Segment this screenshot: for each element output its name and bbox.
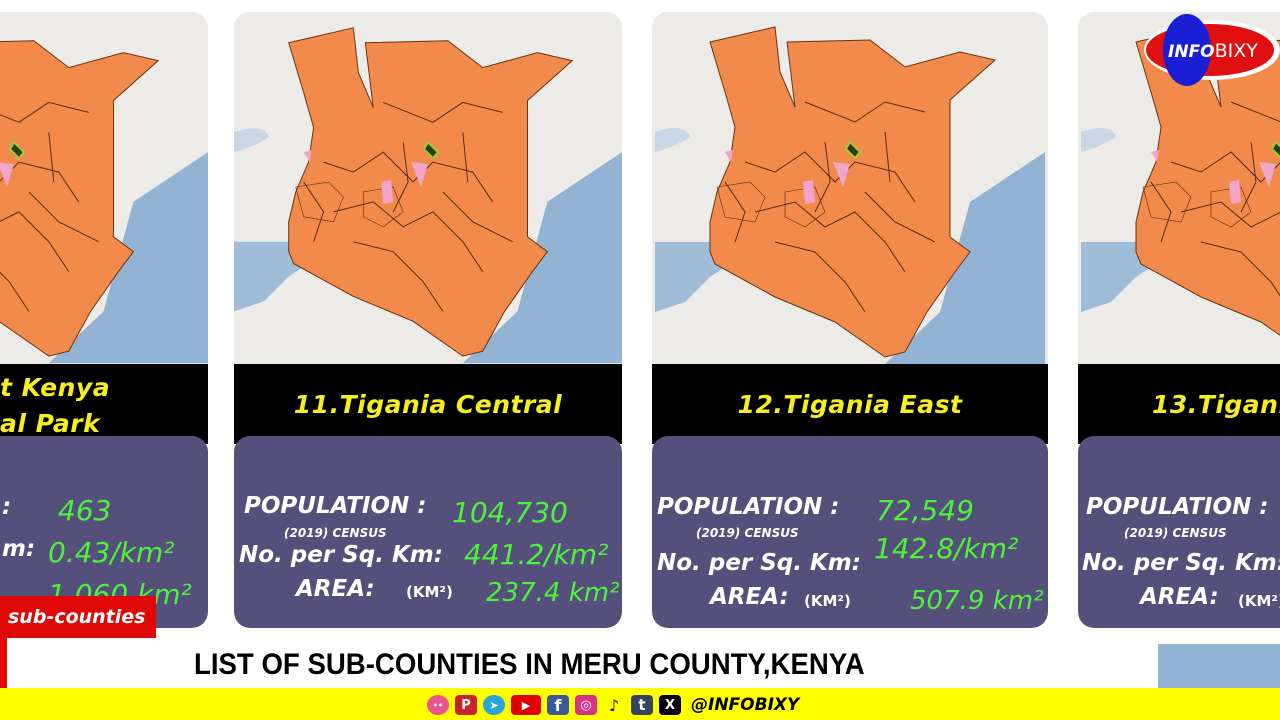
census-label: (2019) CENSUS xyxy=(1124,526,1227,540)
telegram-icon[interactable]: ➤ xyxy=(483,695,505,715)
subcounty-card-10: t Kenya al Park : m: 463 0.43/km² 1,060 … xyxy=(0,12,208,628)
infobixy-logo: INFOBIXY xyxy=(1138,12,1280,88)
area-label: AREA: xyxy=(1140,584,1219,610)
area-label: AREA: xyxy=(710,584,789,610)
card-title-line1: t Kenya xyxy=(0,373,111,402)
tag-strip xyxy=(0,638,7,688)
facebook-icon[interactable]: f xyxy=(547,695,569,715)
density-label-fragment: m: xyxy=(2,536,36,562)
card-title: 11.Tigania Central xyxy=(293,389,563,419)
population-value: 463 xyxy=(58,494,112,527)
area-unit-label: (KM²) xyxy=(406,583,453,601)
population-value: 72,549 xyxy=(876,494,974,527)
population-label: POPULATION : xyxy=(244,493,427,519)
area-label: AREA: xyxy=(296,576,375,602)
density-label: No. per Sq. Km: xyxy=(1082,550,1280,576)
census-label: (2019) CENSUS xyxy=(284,526,387,540)
subcounty-card-13: 13.Tigani POPULATION : (2019) CENSUS No.… xyxy=(1078,12,1280,628)
youtube-icon[interactable]: ▶ xyxy=(511,695,541,715)
density-value: 441.2/km² xyxy=(464,538,609,571)
card-title-bar: 13.Tigani xyxy=(1078,364,1280,444)
card-info-panel: POPULATION : (2019) CENSUS No. per Sq. K… xyxy=(234,436,622,628)
card-title: 13.Tigani xyxy=(1152,389,1280,419)
logo-bixy-text: BIXY xyxy=(1214,40,1258,62)
area-unit-label: (KM²) xyxy=(804,592,851,610)
other-social-icon[interactable]: •• xyxy=(427,695,449,715)
pinterest-icon[interactable]: P xyxy=(455,695,477,715)
card-title-bar: 11.Tigania Central xyxy=(234,364,622,444)
tumblr-icon[interactable]: t xyxy=(631,695,653,715)
kenya-map xyxy=(234,12,622,364)
x-icon[interactable]: X xyxy=(659,695,681,715)
population-label-fragment: : xyxy=(2,494,12,520)
social-links: •• P ➤ ▶ f ◎ ♪ t X @INFOBIXY xyxy=(427,695,799,715)
card-title-line2: al Park xyxy=(0,409,101,438)
decorative-blue-box xyxy=(1158,644,1280,688)
area-value: 237.4 km² xyxy=(486,578,620,608)
kenya-map xyxy=(0,12,208,364)
population-label: POPULATION : xyxy=(657,494,840,520)
subcounty-card-12: 12.Tigania East POPULATION : (2019) CENS… xyxy=(652,12,1048,628)
page-headline: LIST OF SUB-COUNTIES IN MERU COUNTY,KENY… xyxy=(194,648,865,681)
card-info-panel: POPULATION : (2019) CENSUS No. per Sq. K… xyxy=(1078,436,1280,628)
density-label: No. per Sq. Km: xyxy=(239,542,443,568)
card-title-bar: 12.Tigania East xyxy=(652,364,1048,444)
sub-counties-tag: sub-counties xyxy=(0,596,156,638)
card-info-panel: POPULATION : (2019) CENSUS No. per Sq. K… xyxy=(652,436,1048,628)
social-handle[interactable]: @INFOBIXY xyxy=(691,695,800,715)
density-label: No. per Sq. Km: xyxy=(657,550,861,576)
card-title: 12.Tigania East xyxy=(737,389,963,419)
headline-background xyxy=(0,640,1280,688)
subcounty-card-11: 11.Tigania Central POPULATION : (2019) C… xyxy=(234,12,622,628)
logo-info-text: INFO xyxy=(1168,42,1215,62)
area-unit-label: (KM²) xyxy=(1238,592,1280,610)
card-info-panel: : m: 463 0.43/km² 1,060 km² xyxy=(0,436,208,628)
kenya-map xyxy=(652,12,1048,364)
area-value: 507.9 km² xyxy=(910,586,1044,616)
population-value: 104,730 xyxy=(452,496,568,529)
census-label: (2019) CENSUS xyxy=(696,526,799,540)
density-value: 142.8/km² xyxy=(874,532,1019,565)
sub-counties-tag-text: sub-counties xyxy=(8,606,146,628)
card-title-bar: t Kenya al Park xyxy=(0,364,208,444)
tiktok-icon[interactable]: ♪ xyxy=(608,695,620,715)
population-label: POPULATION : xyxy=(1086,494,1269,520)
density-value: 0.43/km² xyxy=(48,536,175,569)
instagram-icon[interactable]: ◎ xyxy=(575,695,597,715)
